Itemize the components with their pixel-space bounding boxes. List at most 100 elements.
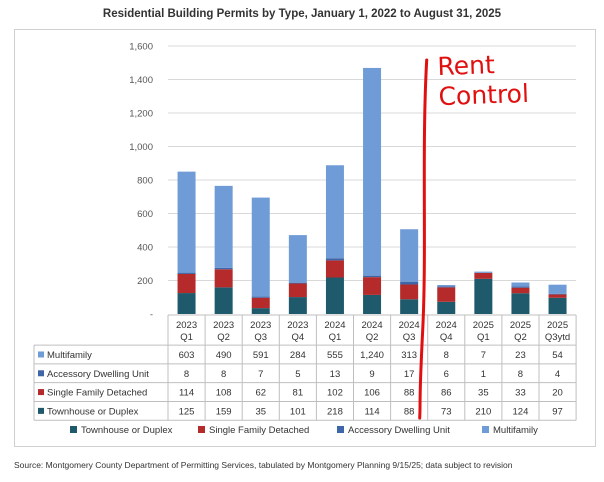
table-cell-value: 20 xyxy=(552,388,563,399)
category-label-year: 2023 xyxy=(176,320,197,331)
table-cell-value: 6 xyxy=(444,369,449,380)
rent-control-divider-line xyxy=(418,58,429,420)
bar-segment xyxy=(363,275,382,278)
table-row-label: Accessory Dwelling Unit xyxy=(47,369,149,380)
bar-segment xyxy=(251,308,270,314)
bar-segment xyxy=(437,286,456,288)
bar-segment xyxy=(177,272,196,274)
table-cell-value: 7 xyxy=(481,350,486,361)
bar-segment xyxy=(400,299,419,314)
bar-segment xyxy=(363,67,382,276)
table-cell-value: 114 xyxy=(179,388,194,399)
table-cell-value: 124 xyxy=(513,406,529,417)
category-label-year: 2024 xyxy=(399,320,420,331)
table-legend-swatch xyxy=(38,370,44,377)
bar-segment xyxy=(251,297,270,309)
table-legend-swatch xyxy=(38,389,44,396)
bar-segment xyxy=(437,301,456,314)
table-cell-value: 1,240 xyxy=(360,350,384,361)
bar-segment xyxy=(511,286,530,288)
bar-segment xyxy=(214,185,233,268)
table-cell-value: 62 xyxy=(255,388,266,399)
table-legend-swatch xyxy=(38,407,44,414)
y-tick-label: 1,400 xyxy=(129,75,153,86)
bar-segment xyxy=(400,229,419,282)
category-label-quarter: Q1 xyxy=(329,332,342,343)
table-cell-value: 9 xyxy=(369,369,374,380)
rent-control-annotation: Rent Control xyxy=(437,48,559,112)
annotation-line-2: Control xyxy=(438,78,530,112)
category-label-quarter: Q3 xyxy=(254,332,267,343)
table-cell-value: 8 xyxy=(444,350,449,361)
bar-segment xyxy=(214,287,233,314)
bar-segment xyxy=(548,297,567,314)
category-label-quarter: Q2 xyxy=(514,332,527,343)
bar-segment xyxy=(214,269,233,288)
table-cell-value: 1 xyxy=(481,369,486,380)
bar-segment xyxy=(474,272,493,279)
category-label-year: 2025 xyxy=(473,320,494,331)
y-tick-label: 600 xyxy=(137,209,153,220)
legend-label: Multifamily xyxy=(493,425,538,436)
category-label-year: 2025 xyxy=(547,320,568,331)
table-cell-value: 54 xyxy=(552,350,563,361)
bar-segment xyxy=(325,258,344,261)
bar-segment xyxy=(437,287,456,302)
table-cell-value: 101 xyxy=(290,406,306,417)
category-label-quarter: Q4 xyxy=(292,332,305,343)
table-cell-value: 102 xyxy=(327,388,343,399)
bar-segment xyxy=(251,296,270,298)
legend-label: Townhouse or Duplex xyxy=(81,425,173,436)
bar-segment xyxy=(474,278,493,314)
table-cell-value: 86 xyxy=(441,388,452,399)
bar-segment xyxy=(437,285,456,287)
table-cell-value: 218 xyxy=(327,406,343,417)
bar-segment xyxy=(177,273,196,294)
bar-segment xyxy=(177,171,196,273)
category-label-year: 2024 xyxy=(324,320,345,331)
table-row-label: Single Family Detached xyxy=(47,388,147,399)
bar-segment xyxy=(288,282,307,284)
table-cell-value: 106 xyxy=(364,388,380,399)
table-cell-value: 159 xyxy=(216,406,232,417)
legend-swatch xyxy=(198,426,205,433)
bar-segment xyxy=(548,293,567,295)
category-label-quarter: Q1 xyxy=(477,332,490,343)
table-cell-value: 23 xyxy=(515,350,526,361)
table-cell-value: 591 xyxy=(253,350,269,361)
table-cell-value: 17 xyxy=(404,369,415,380)
category-label-year: 2023 xyxy=(250,320,271,331)
table-row-label: Townhouse or Duplex xyxy=(47,406,139,417)
legend-swatch xyxy=(337,426,344,433)
legend-swatch xyxy=(482,426,489,433)
bar-segment xyxy=(251,197,270,297)
table-cell-value: 35 xyxy=(478,388,489,399)
bar-segment xyxy=(288,283,307,298)
legend-label: Single Family Detached xyxy=(209,425,309,436)
category-label-quarter: Q3ytd xyxy=(545,332,570,343)
category-label-quarter: Q2 xyxy=(217,332,230,343)
y-tick-label: 200 xyxy=(137,276,153,287)
table-cell-value: 5 xyxy=(295,369,300,380)
annotation-line-1: Rent xyxy=(436,50,496,82)
table-cell-value: 7 xyxy=(258,369,263,380)
bar-segment xyxy=(400,284,419,300)
bar-segment xyxy=(363,277,382,295)
table-cell-value: 81 xyxy=(293,388,304,399)
table-cell-value: 313 xyxy=(401,350,417,361)
table-cell-value: 284 xyxy=(290,350,306,361)
table-cell-value: 555 xyxy=(327,350,343,361)
table-cell-value: 603 xyxy=(179,350,195,361)
y-tick-label: 1,600 xyxy=(129,42,153,53)
bar-segment xyxy=(177,293,196,314)
bar-segment xyxy=(325,165,344,259)
table-legend-swatch xyxy=(38,351,44,358)
bar-segment xyxy=(511,282,530,287)
y-tick-label: - xyxy=(150,310,153,321)
chart-frame xyxy=(14,29,596,447)
bar-segment xyxy=(400,281,419,285)
table-cell-value: 8 xyxy=(518,369,523,380)
table-cell-value: 125 xyxy=(179,406,195,417)
y-tick-label: 800 xyxy=(137,176,153,187)
